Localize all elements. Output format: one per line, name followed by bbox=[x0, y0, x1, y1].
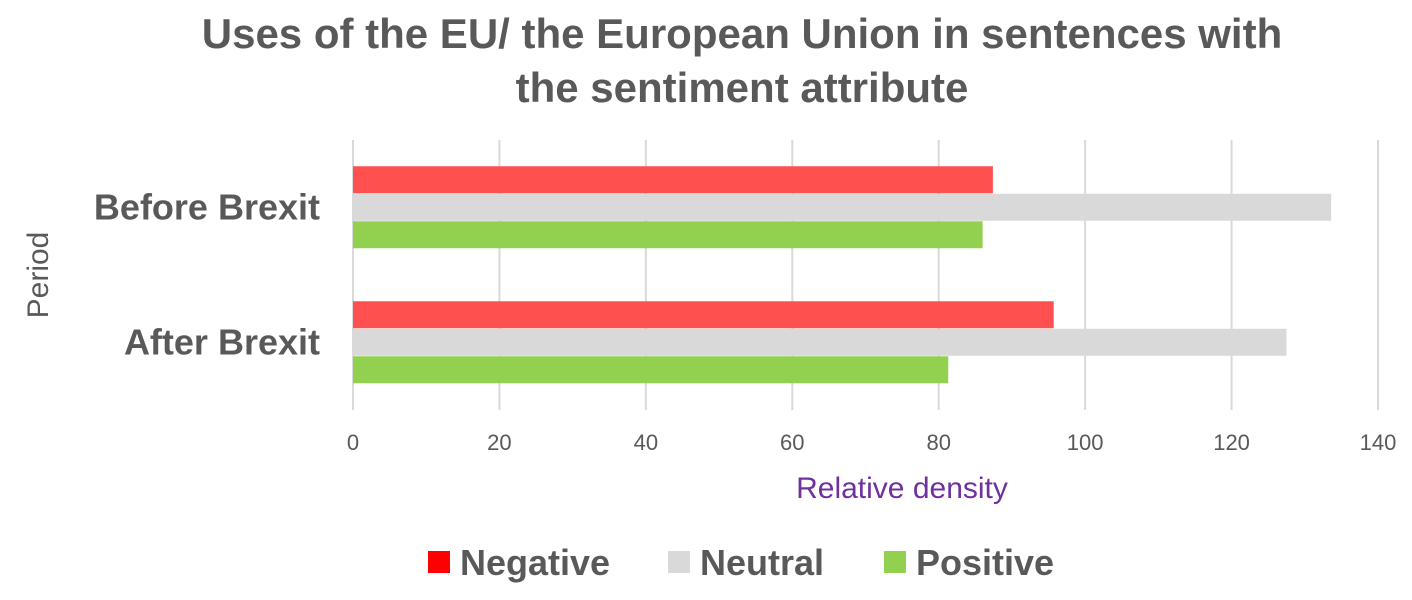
legend-swatch bbox=[884, 551, 906, 573]
legend-swatch bbox=[668, 551, 690, 573]
x-tick-labels: 0 20 40 60 80 100 120 140 bbox=[347, 430, 1396, 455]
category-label: After Brexit bbox=[124, 322, 320, 363]
x-tick-label: 80 bbox=[926, 430, 950, 455]
legend: Negative Neutral Positive bbox=[428, 542, 1054, 583]
legend-swatch bbox=[428, 551, 450, 573]
category-labels: Before Brexit After Brexit bbox=[94, 187, 320, 363]
x-tick-label: 20 bbox=[487, 430, 511, 455]
bar-positive bbox=[353, 356, 949, 384]
legend-label: Negative bbox=[460, 542, 610, 583]
x-axis-label: Relative density bbox=[796, 472, 1008, 505]
x-tick-label: 0 bbox=[347, 430, 359, 455]
y-axis-label: Period bbox=[22, 232, 55, 319]
bar-negative bbox=[353, 166, 993, 194]
legend-label: Neutral bbox=[700, 542, 824, 583]
category-label: Before Brexit bbox=[94, 187, 320, 228]
bar-neutral bbox=[353, 328, 1287, 356]
bar-negative bbox=[353, 301, 1054, 329]
x-tick-label: 100 bbox=[1067, 430, 1104, 455]
x-tick-label: 140 bbox=[1360, 430, 1397, 455]
x-tick-label: 60 bbox=[780, 430, 804, 455]
x-tick-label: 40 bbox=[634, 430, 658, 455]
chart-title-line-1: Uses of the EU/ the European Union in se… bbox=[202, 10, 1283, 57]
bar-positive bbox=[353, 221, 983, 249]
chart-title-line-2: the sentiment attribute bbox=[516, 64, 969, 111]
bar-neutral bbox=[353, 193, 1332, 221]
x-tick-label: 120 bbox=[1213, 430, 1250, 455]
bars bbox=[353, 166, 1332, 384]
legend-label: Positive bbox=[916, 542, 1054, 583]
